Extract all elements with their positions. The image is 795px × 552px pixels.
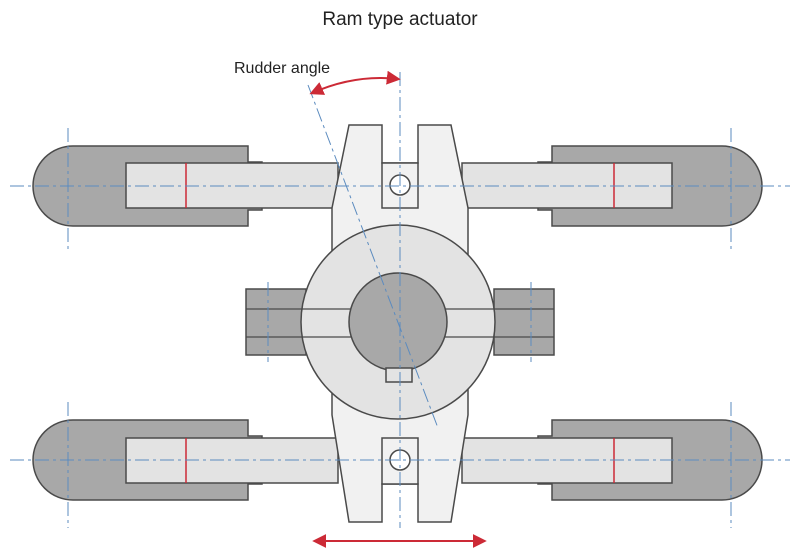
ram-bottom-left <box>125 437 339 484</box>
diagram-title: Ram type actuator <box>322 9 478 30</box>
keyway <box>385 367 413 383</box>
ram-top-left <box>125 162 339 209</box>
rudder-angle-arrow <box>309 70 401 95</box>
guide-block-left <box>245 288 307 356</box>
rudder-angle-label: Rudder angle <box>234 60 330 77</box>
centerlines <box>10 72 790 528</box>
guide-block-right <box>493 288 555 356</box>
